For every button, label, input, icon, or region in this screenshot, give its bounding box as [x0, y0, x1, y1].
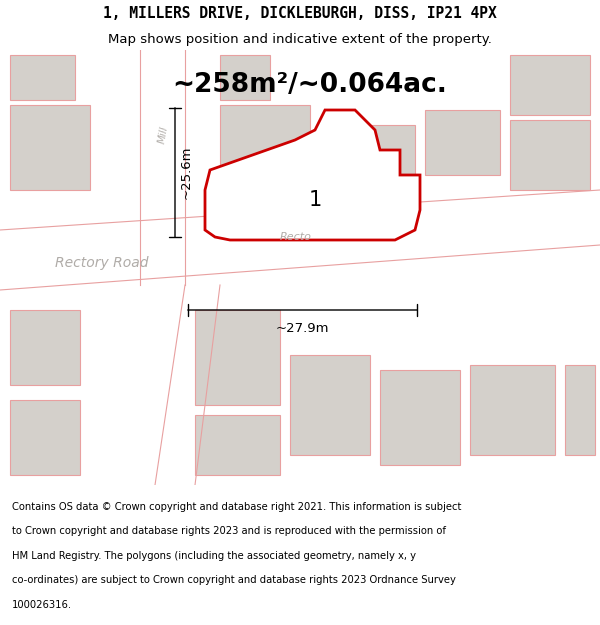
Text: Rectory Road: Rectory Road	[55, 256, 149, 270]
Polygon shape	[380, 370, 460, 465]
Text: ~27.9m: ~27.9m	[276, 322, 329, 335]
Polygon shape	[10, 400, 80, 475]
Text: Mill: Mill	[157, 126, 169, 144]
Polygon shape	[425, 110, 500, 175]
Text: 1: 1	[308, 190, 322, 210]
Text: 1, MILLERS DRIVE, DICKLEBURGH, DISS, IP21 4PX: 1, MILLERS DRIVE, DICKLEBURGH, DISS, IP2…	[103, 6, 497, 21]
Polygon shape	[0, 190, 600, 290]
Polygon shape	[155, 285, 220, 485]
Polygon shape	[10, 310, 80, 385]
Polygon shape	[180, 455, 600, 485]
Text: Recto: Recto	[280, 232, 312, 242]
Polygon shape	[510, 55, 590, 115]
Text: Map shows position and indicative extent of the property.: Map shows position and indicative extent…	[108, 32, 492, 46]
Polygon shape	[565, 365, 595, 455]
Text: ~25.6m: ~25.6m	[180, 146, 193, 199]
Polygon shape	[290, 355, 370, 455]
Polygon shape	[10, 105, 90, 190]
Text: 100026316.: 100026316.	[12, 600, 72, 610]
Polygon shape	[195, 415, 280, 475]
Polygon shape	[205, 110, 420, 240]
Polygon shape	[330, 125, 415, 190]
Polygon shape	[220, 105, 310, 175]
Polygon shape	[140, 50, 185, 285]
Polygon shape	[10, 55, 75, 100]
Text: Contains OS data © Crown copyright and database right 2021. This information is : Contains OS data © Crown copyright and d…	[12, 502, 461, 512]
Polygon shape	[470, 365, 555, 455]
Polygon shape	[510, 120, 590, 190]
Text: to Crown copyright and database rights 2023 and is reproduced with the permissio: to Crown copyright and database rights 2…	[12, 526, 446, 536]
Polygon shape	[220, 55, 270, 100]
Text: ~258m²/~0.064ac.: ~258m²/~0.064ac.	[173, 72, 448, 98]
Polygon shape	[195, 310, 280, 405]
Text: HM Land Registry. The polygons (including the associated geometry, namely x, y: HM Land Registry. The polygons (includin…	[12, 551, 416, 561]
Text: co-ordinates) are subject to Crown copyright and database rights 2023 Ordnance S: co-ordinates) are subject to Crown copyr…	[12, 575, 456, 585]
